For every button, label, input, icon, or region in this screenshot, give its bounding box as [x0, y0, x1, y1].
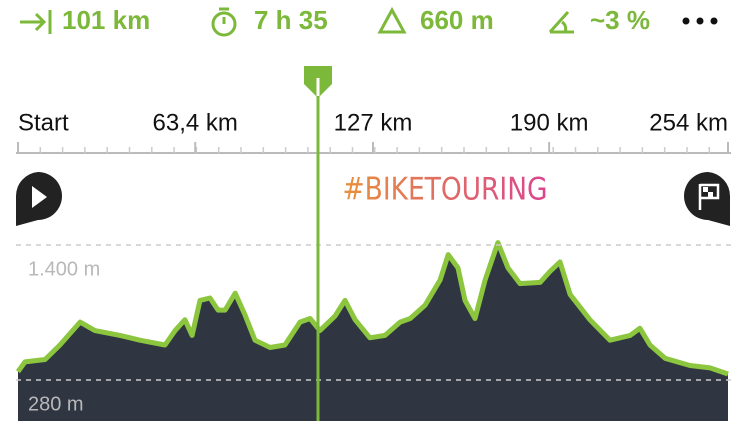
ruler-label: 127 km — [334, 109, 413, 136]
start-button[interactable] — [15, 172, 62, 226]
hashtag: #BIKETOURING — [343, 172, 548, 208]
position-cursor[interactable] — [304, 66, 332, 421]
ruler-label: 63,4 km — [153, 109, 238, 136]
more-menu[interactable] — [682, 17, 718, 25]
stat-gradient: ~3 % — [590, 5, 650, 35]
elevation-line — [15, 240, 729, 377]
ruler-minor — [17, 147, 711, 153]
ruler: Start 63,4 km 127 km 190 km 254 km — [17, 109, 729, 153]
elevation-area — [18, 242, 728, 421]
stat-ascent: 660 m — [420, 5, 494, 35]
stat-duration: 7 h 35 — [254, 5, 328, 35]
finish-button[interactable] — [684, 172, 731, 226]
ruler-label: Start — [18, 109, 69, 136]
ruler-label: 190 km — [510, 109, 589, 136]
elevation-label: 280 m — [28, 393, 84, 415]
ruler-label: 254 km — [649, 109, 728, 136]
stat-icons — [20, 6, 574, 37]
elevation-label: 1.400 m — [28, 258, 100, 280]
stat-distance: 101 km — [62, 5, 150, 35]
elevation-profile: 1.400 m 280 m — [15, 240, 731, 421]
